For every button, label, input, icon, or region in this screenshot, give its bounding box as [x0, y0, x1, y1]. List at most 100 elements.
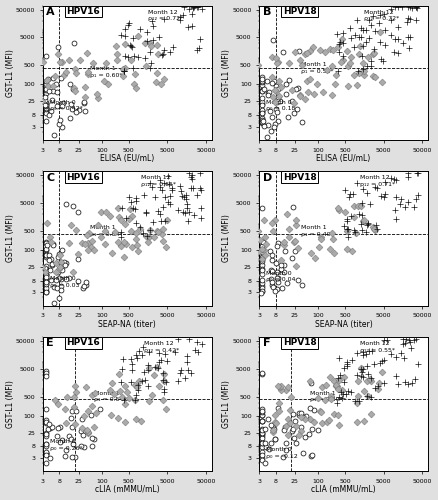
Point [258, 417, 265, 425]
Point [258, 270, 265, 278]
Point [393, 352, 400, 360]
Point [404, 198, 411, 206]
Point [91, 422, 98, 430]
Point [365, 220, 372, 228]
X-axis label: cLIA (mMMU/mL): cLIA (mMMU/mL) [95, 486, 159, 494]
X-axis label: cLIA (mMMU/mL): cLIA (mMMU/mL) [311, 486, 376, 494]
Point [127, 56, 134, 64]
X-axis label: SEAP-NA (titer): SEAP-NA (titer) [314, 320, 372, 328]
Point [292, 216, 299, 224]
Point [42, 288, 49, 296]
Point [145, 364, 152, 372]
Point [394, 35, 401, 43]
Point [372, 183, 379, 191]
Point [109, 380, 116, 388]
Point [119, 392, 126, 400]
Point [258, 411, 265, 419]
Point [295, 46, 302, 54]
Point [314, 80, 321, 88]
Point [269, 426, 276, 434]
Point [42, 96, 49, 104]
Point [269, 424, 276, 432]
Text: Month 1
ρ₁ = 0.54*: Month 1 ρ₁ = 0.54* [90, 225, 123, 236]
Point [258, 264, 265, 272]
Point [254, 228, 261, 235]
Point [283, 386, 290, 394]
Point [42, 369, 49, 377]
Point [392, 4, 399, 12]
Point [265, 88, 272, 96]
Point [114, 238, 121, 246]
Point [307, 376, 314, 384]
Point [258, 106, 265, 114]
Point [340, 374, 347, 382]
Y-axis label: GST-L1 (MFI): GST-L1 (MFI) [6, 49, 14, 96]
Point [258, 450, 265, 458]
Point [355, 392, 362, 400]
Point [258, 370, 265, 378]
Point [166, 200, 173, 208]
Point [371, 384, 378, 392]
Point [357, 220, 364, 228]
Point [277, 386, 284, 394]
Point [106, 386, 113, 394]
Point [68, 423, 75, 431]
Point [294, 276, 301, 284]
Point [52, 276, 59, 284]
Point [186, 208, 193, 216]
Point [112, 42, 119, 50]
Point [318, 408, 325, 416]
Point [297, 56, 304, 64]
Point [127, 355, 134, 363]
Point [70, 268, 77, 276]
Point [288, 393, 295, 401]
Point [261, 460, 268, 468]
Point [258, 98, 265, 106]
Point [58, 282, 65, 290]
Point [156, 183, 163, 191]
Point [42, 86, 49, 94]
Y-axis label: GST-L1 (MFI): GST-L1 (MFI) [222, 214, 231, 262]
Point [136, 225, 143, 233]
Point [273, 88, 280, 96]
Point [392, 35, 399, 43]
Point [61, 406, 68, 413]
Point [54, 102, 61, 110]
Text: Month 0
ρ₀ = 0.42*: Month 0 ρ₀ = 0.42* [49, 100, 82, 111]
Point [130, 80, 137, 88]
Point [150, 372, 157, 380]
Point [307, 249, 314, 257]
Point [353, 81, 360, 89]
Point [391, 206, 398, 214]
Point [399, 4, 406, 12]
Point [162, 193, 169, 201]
Text: Month 1
ρ₁ = 0.40*: Month 1 ρ₁ = 0.40* [301, 225, 334, 236]
Point [191, 4, 198, 12]
Point [42, 449, 49, 457]
Point [276, 77, 283, 85]
Point [258, 244, 265, 252]
Point [374, 385, 381, 393]
Point [327, 45, 334, 53]
Point [258, 412, 265, 420]
Point [168, 186, 175, 194]
Point [319, 88, 326, 96]
Point [42, 52, 49, 60]
Point [129, 44, 136, 52]
Point [293, 106, 300, 114]
Point [71, 420, 78, 428]
Point [258, 118, 265, 126]
Point [95, 94, 102, 102]
Text: HPV16: HPV16 [67, 172, 100, 182]
Point [114, 56, 121, 64]
Point [270, 93, 277, 101]
Text: Month 12
ρ₁₂ = 0.65*: Month 12 ρ₁₂ = 0.65* [141, 176, 176, 187]
Point [360, 42, 367, 50]
Point [47, 276, 54, 283]
Point [42, 100, 49, 108]
Point [124, 388, 131, 396]
Point [388, 350, 395, 358]
Point [185, 335, 192, 343]
Point [351, 71, 358, 79]
Point [85, 228, 92, 236]
